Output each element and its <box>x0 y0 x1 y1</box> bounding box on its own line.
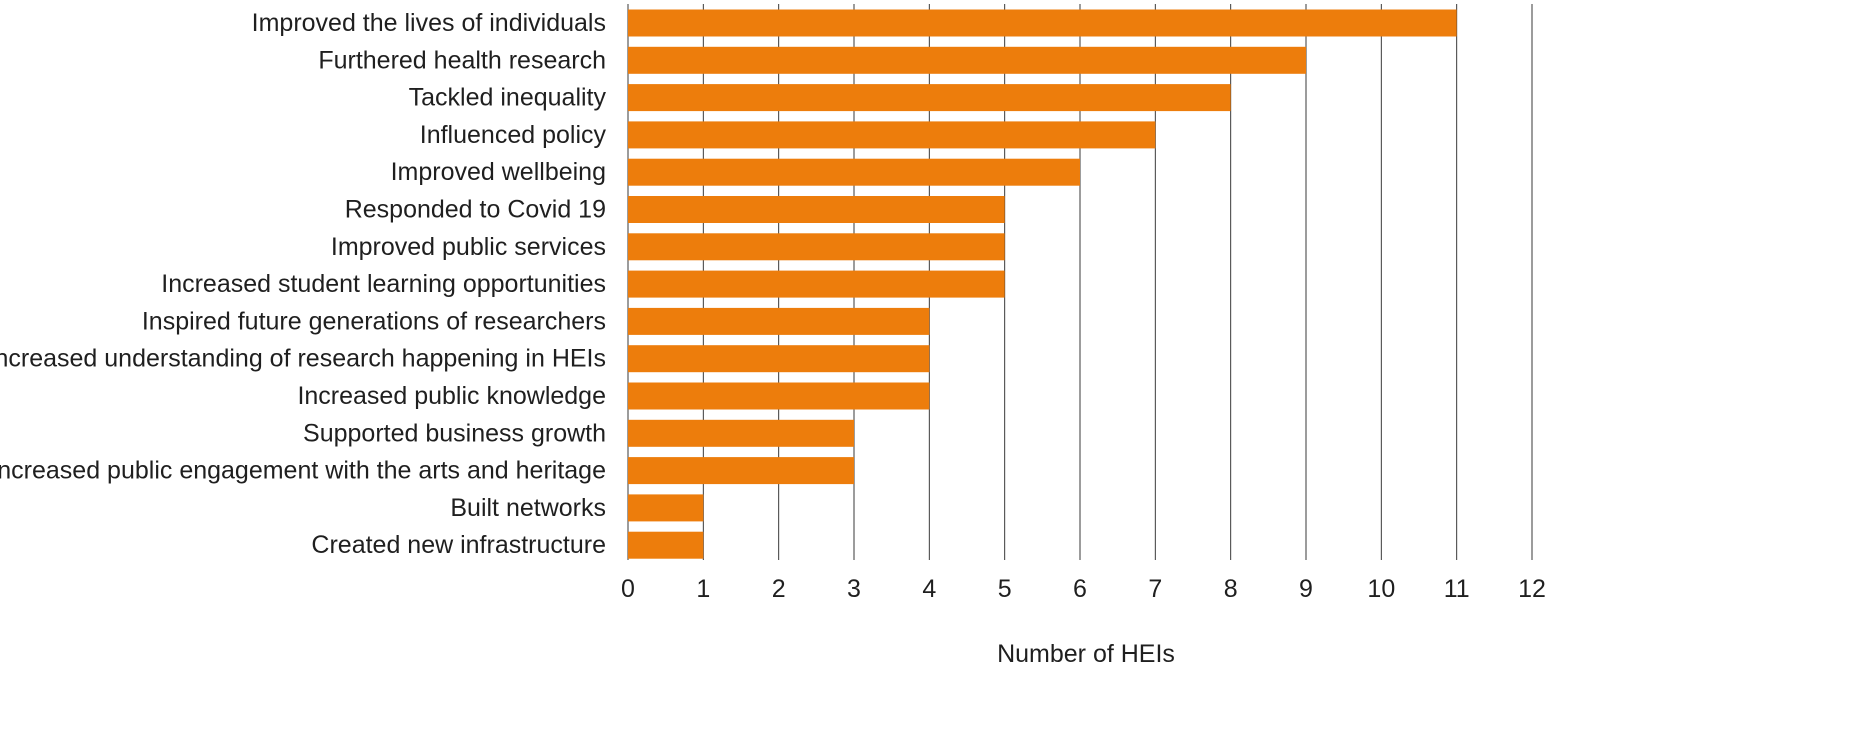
x-tick-label: 10 <box>1367 575 1395 603</box>
x-tick-labels: 0 1 2 3 4 5 6 7 8 9 10 11 12 <box>621 575 1546 603</box>
x-tick-label: 7 <box>1148 575 1162 603</box>
bar <box>628 196 1005 223</box>
category-label: Increased public knowledge <box>297 382 606 410</box>
category-label: Created new infrastructure <box>311 531 606 559</box>
bar <box>628 233 1005 261</box>
bar <box>628 345 930 373</box>
bar <box>628 382 930 410</box>
x-tick-label: 0 <box>621 575 635 603</box>
category-label: Improved public services <box>331 233 606 261</box>
category-label: Increased understanding of research happ… <box>0 345 606 373</box>
category-label: Increased student learning opportunities <box>161 270 606 298</box>
x-tick-label: 8 <box>1224 575 1238 603</box>
category-label: Tackled inequality <box>409 84 607 112</box>
category-label: Improved wellbeing <box>391 158 606 186</box>
category-label: Supported business growth <box>303 419 606 447</box>
category-label: Influenced policy <box>420 121 607 149</box>
category-label: Improved the lives of individuals <box>252 9 606 37</box>
category-labels: Improved the lives of individuals Further… <box>0 9 606 559</box>
category-label: Built networks <box>450 494 606 522</box>
category-label: Responded to Covid 19 <box>345 196 606 224</box>
x-tick-label: 5 <box>998 575 1012 603</box>
bar <box>628 158 1080 186</box>
x-tick-label: 6 <box>1073 575 1087 603</box>
bar <box>628 46 1306 74</box>
bars <box>628 9 1457 559</box>
x-axis-title: Number of HEIs <box>997 640 1175 668</box>
bar <box>628 307 930 335</box>
x-tick-label: 3 <box>847 575 861 603</box>
bar <box>628 531 704 559</box>
bar <box>628 494 704 522</box>
x-tick-label: 1 <box>696 575 710 603</box>
category-label: Furthered health research <box>318 46 606 74</box>
x-tick-label: 2 <box>772 575 786 603</box>
bar <box>628 457 854 485</box>
bar <box>628 9 1457 37</box>
bar <box>628 121 1156 149</box>
x-tick-label: 9 <box>1299 575 1313 603</box>
x-tick-label: 11 <box>1444 575 1470 603</box>
category-label: Increased public engagement with the art… <box>0 457 606 485</box>
x-tick-label: 12 <box>1518 575 1546 603</box>
category-label: Inspired future generations of researche… <box>142 307 606 335</box>
bar <box>628 270 1005 298</box>
bar <box>628 419 854 447</box>
bar <box>628 84 1231 112</box>
x-tick-label: 4 <box>922 575 936 603</box>
